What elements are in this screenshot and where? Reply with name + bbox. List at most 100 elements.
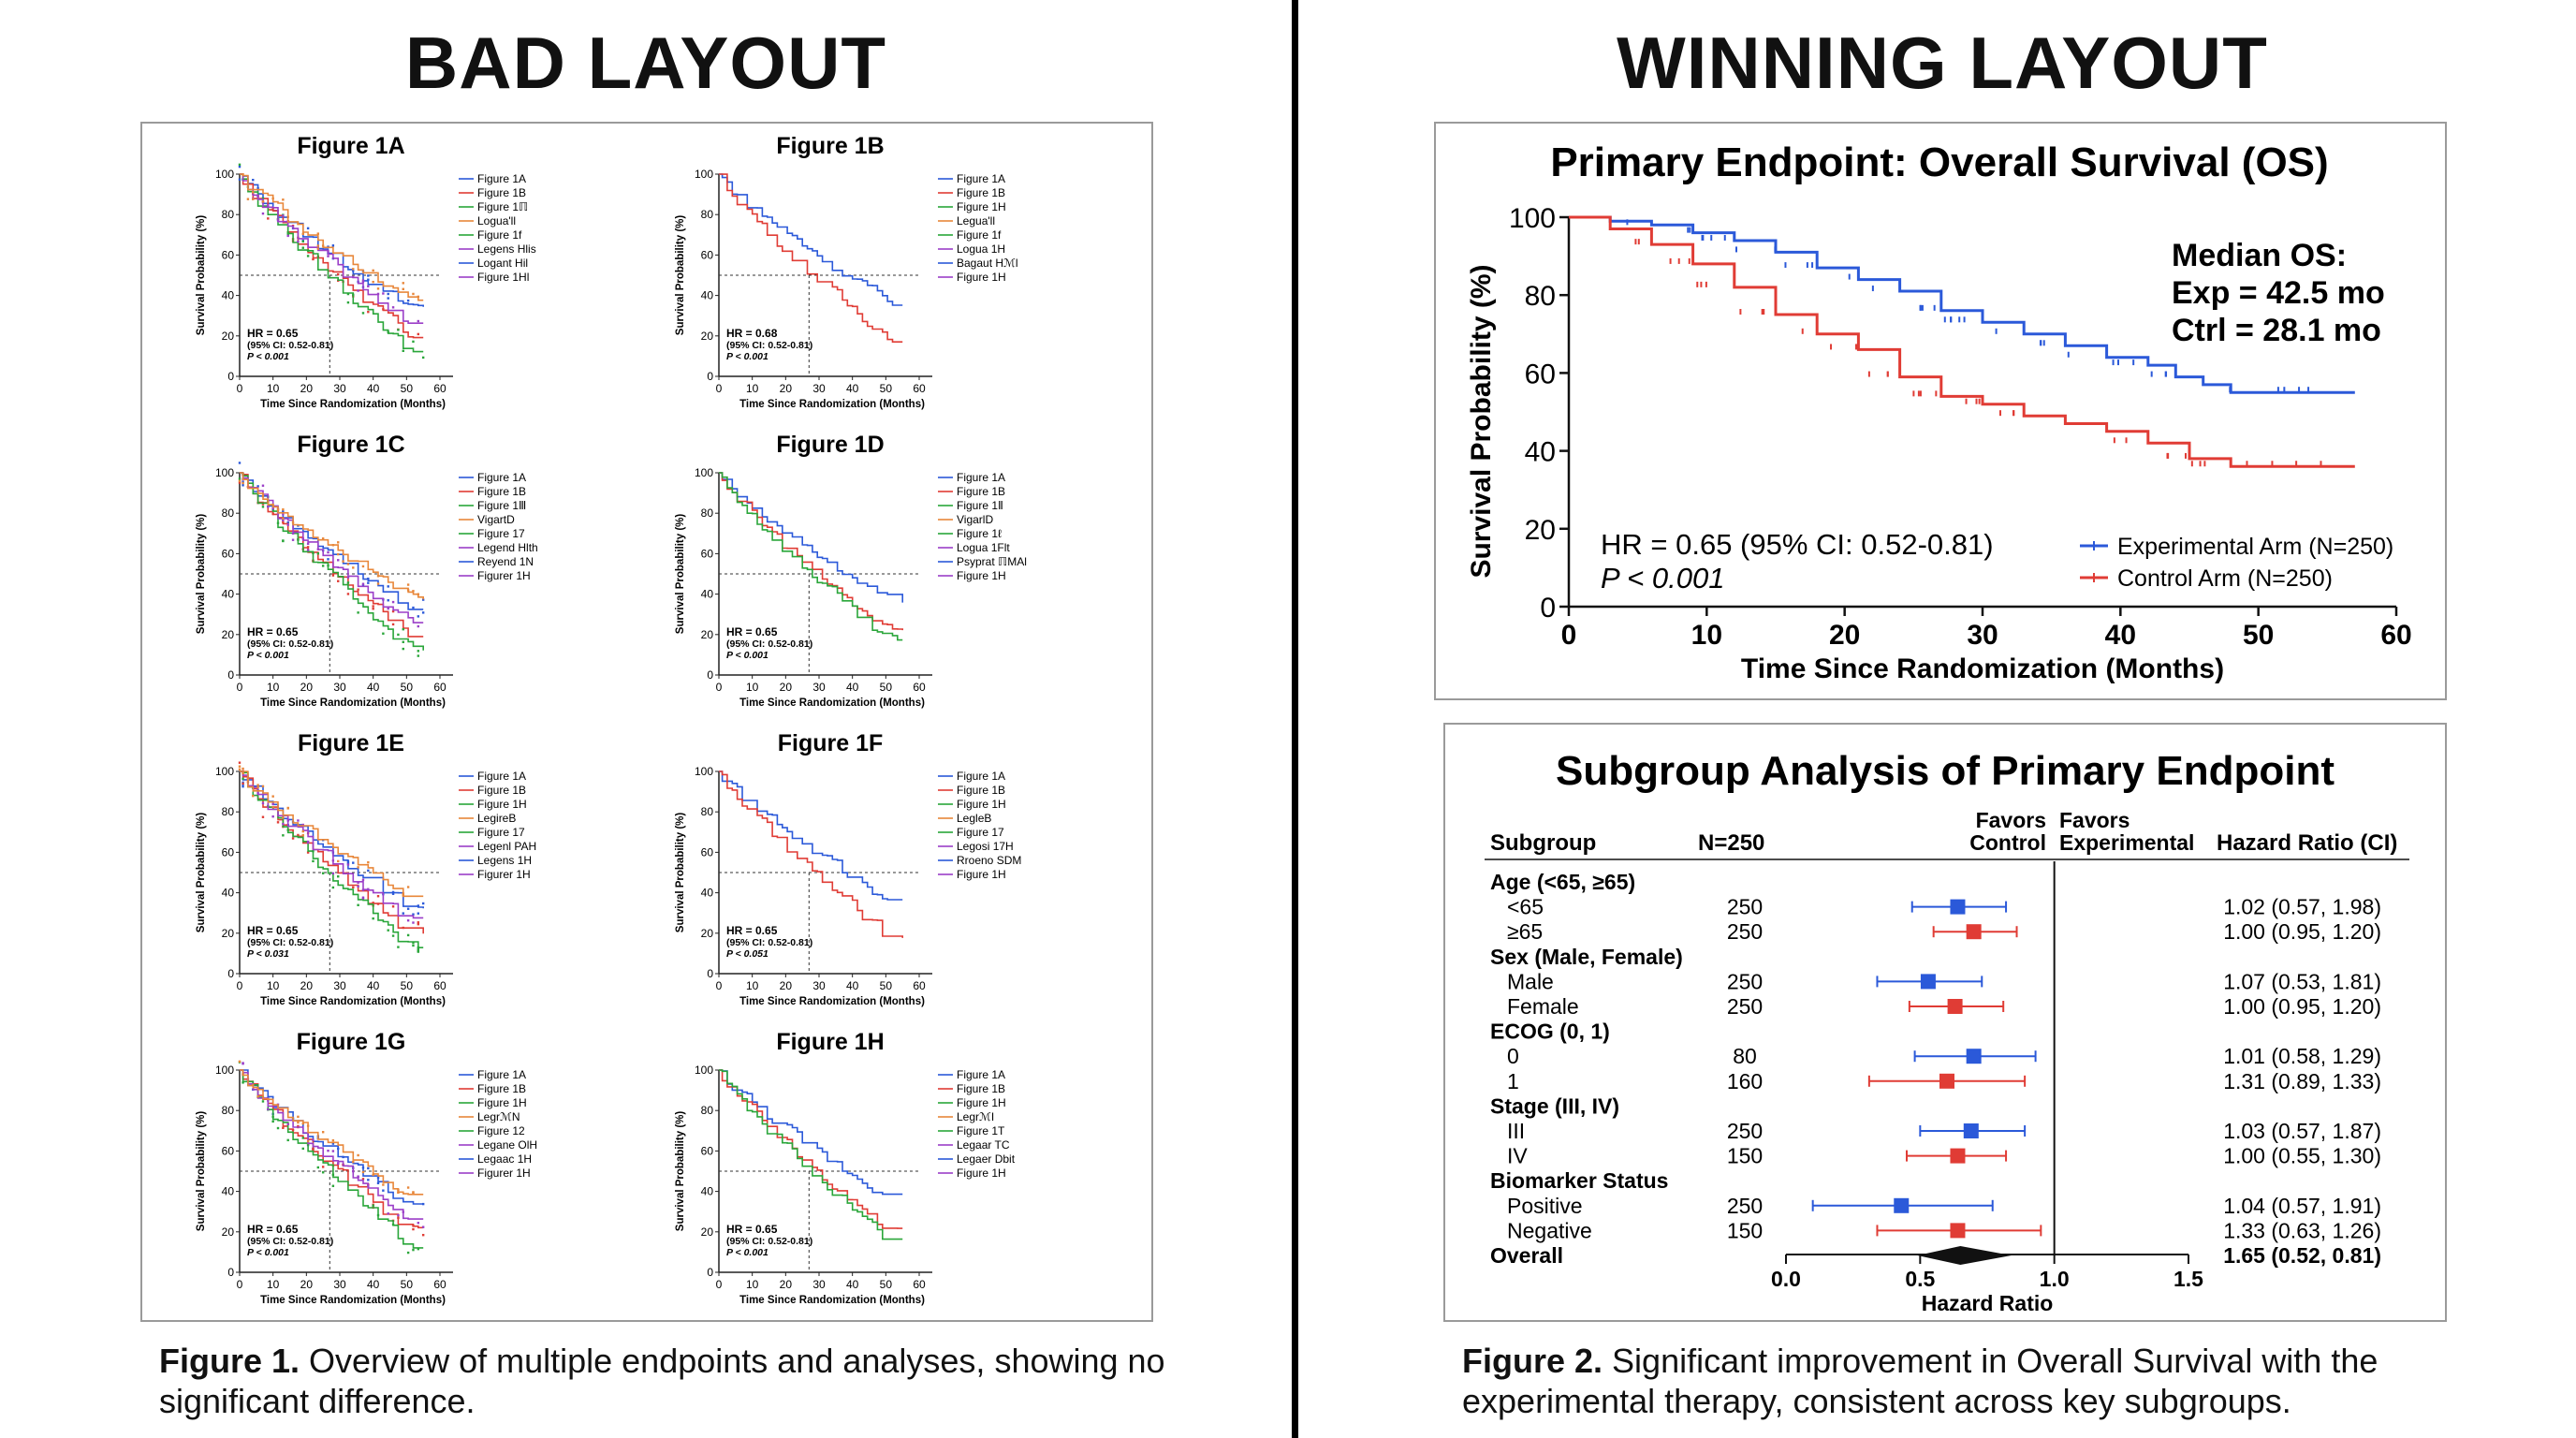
- figure-2-caption: Figure 2. Significant improvement in Ove…: [1462, 1341, 2492, 1421]
- hr-annotation: HR = 0.65: [726, 1223, 778, 1236]
- y-tick-label: 20: [222, 330, 235, 343]
- x-tick-label: 60: [433, 979, 446, 992]
- os-x-tick-label: 20: [1829, 620, 1860, 651]
- censor-mark: [256, 784, 259, 786]
- censor-mark: [242, 771, 244, 775]
- censor-mark: [291, 1128, 295, 1132]
- y-tick-label: 100: [215, 168, 234, 181]
- censor-mark: [417, 319, 420, 323]
- censor-mark: [286, 231, 289, 234]
- y-tick-label: 100: [215, 765, 234, 778]
- legend-entry: Legua'll: [957, 214, 995, 227]
- x-tick-label: 30: [812, 979, 826, 992]
- figure-panel-4: Figure 1D 0 20 40 60 80 100 0 10 20 30 40 50 60 Time S…: [675, 432, 1027, 709]
- y-tick-label: 40: [222, 887, 235, 900]
- censor-mark: [367, 1184, 370, 1188]
- censor-mark: [271, 506, 274, 510]
- legend-entry: Figurer 1H: [477, 1167, 531, 1180]
- censor-mark: [316, 1166, 320, 1169]
- censor-mark: [331, 1150, 335, 1152]
- legend-entry: Legenl PAH: [477, 840, 536, 853]
- censor-mark: [382, 308, 385, 311]
- censor-mark: [387, 330, 389, 333]
- sg-row-label: <65: [1507, 895, 1544, 919]
- censor-mark: [412, 606, 415, 609]
- y-axis-label: Survival Probability (%): [675, 215, 686, 336]
- legend-entry: Figurer 1H: [477, 569, 531, 582]
- os-hr-annotation: P < 0.001: [1601, 562, 1724, 594]
- censor-mark: [376, 292, 380, 296]
- censor-mark: [357, 1153, 359, 1157]
- sg-point-estimate: [1950, 1148, 1966, 1164]
- censor-mark: [376, 902, 380, 905]
- censor-mark: [361, 1167, 365, 1169]
- y-tick-label: 60: [701, 248, 714, 261]
- censor-mark: [267, 1108, 270, 1111]
- censor-mark: [361, 584, 365, 587]
- legend-entry: Figure 17: [957, 826, 1004, 839]
- censor-mark: [402, 1211, 404, 1213]
- legend-entry: Figure 1H: [477, 1096, 527, 1109]
- legend-entry: VigartD: [477, 513, 515, 526]
- y-tick-label: 80: [701, 1104, 714, 1117]
- legend-entry: Figure 1A: [477, 471, 526, 484]
- y-tick-label: 60: [222, 1144, 235, 1157]
- censor-mark: [417, 1222, 420, 1225]
- censor-mark: [316, 244, 320, 247]
- y-tick-label: 40: [222, 289, 235, 302]
- censor-mark: [382, 292, 385, 295]
- censor-mark: [417, 922, 420, 926]
- km-curve-2: [240, 1069, 424, 1229]
- hr-annotation: (95% CI: 0.52-0.81): [247, 638, 333, 650]
- median-os-line: Ctrl = 28.1 mo: [2172, 313, 2381, 348]
- censor-mark: [406, 907, 410, 910]
- legend-entry: Figure 17: [477, 826, 525, 839]
- y-tick-label: 80: [222, 1104, 235, 1117]
- legend-entry: Figure 1Ⅲ: [477, 499, 526, 512]
- censor-mark: [327, 550, 329, 554]
- censor-mark: [417, 947, 420, 951]
- censor-mark: [387, 929, 389, 932]
- censor-mark: [306, 840, 310, 844]
- x-tick-label: 40: [846, 1278, 859, 1291]
- x-axis-label: Time Since Randomization (Months): [739, 996, 925, 1007]
- censor-mark: [346, 859, 350, 863]
- censor-mark: [306, 851, 310, 854]
- censor-mark: [238, 1060, 242, 1064]
- censor-mark: [361, 888, 365, 891]
- legend-entry: Figure 17: [477, 527, 525, 540]
- y-tick-label: 100: [215, 1064, 234, 1077]
- y-tick-label: 40: [222, 1185, 235, 1198]
- censor-mark: [357, 588, 359, 591]
- censor-mark: [402, 349, 404, 352]
- figure-panel-8: Figure 1H 0 20 40 60 80 100 0 10 20 30 40 50 60 Time S…: [675, 1029, 1016, 1306]
- km-curve-4: [240, 173, 424, 324]
- censor-mark: [312, 1149, 315, 1152]
- hr-annotation: (95% CI: 0.52-0.81): [726, 340, 812, 351]
- censor-mark: [367, 581, 370, 584]
- x-tick-label: 20: [300, 681, 314, 694]
- censor-mark: [417, 615, 420, 618]
- sg-row-hr: 1.02 (0.57, 1.98): [2223, 895, 2381, 919]
- sg-point-estimate: [1950, 1223, 1966, 1239]
- sg-row-n: 250: [1727, 1119, 1763, 1143]
- x-tick-label: 10: [746, 681, 759, 694]
- hr-annotation: (95% CI: 0.52-0.81): [247, 1236, 333, 1247]
- x-tick-label: 50: [401, 1278, 414, 1291]
- censor-mark: [391, 600, 395, 604]
- censor-mark: [306, 546, 310, 549]
- x-tick-label: 0: [716, 382, 723, 395]
- x-tick-label: 20: [300, 1278, 314, 1291]
- censor-mark: [291, 532, 295, 535]
- censor-mark: [246, 778, 250, 782]
- censor-mark: [271, 197, 274, 200]
- censor-mark: [412, 340, 415, 344]
- censor-mark: [331, 886, 335, 889]
- censor-mark: [238, 768, 242, 770]
- censor-mark: [242, 173, 244, 176]
- sg-row-hr: 1.65 (0.52, 0.81): [2223, 1243, 2381, 1268]
- legend-entry: VigarlD: [957, 513, 993, 526]
- panel-title: Figure 1D: [776, 432, 884, 458]
- censor-mark: [242, 484, 244, 487]
